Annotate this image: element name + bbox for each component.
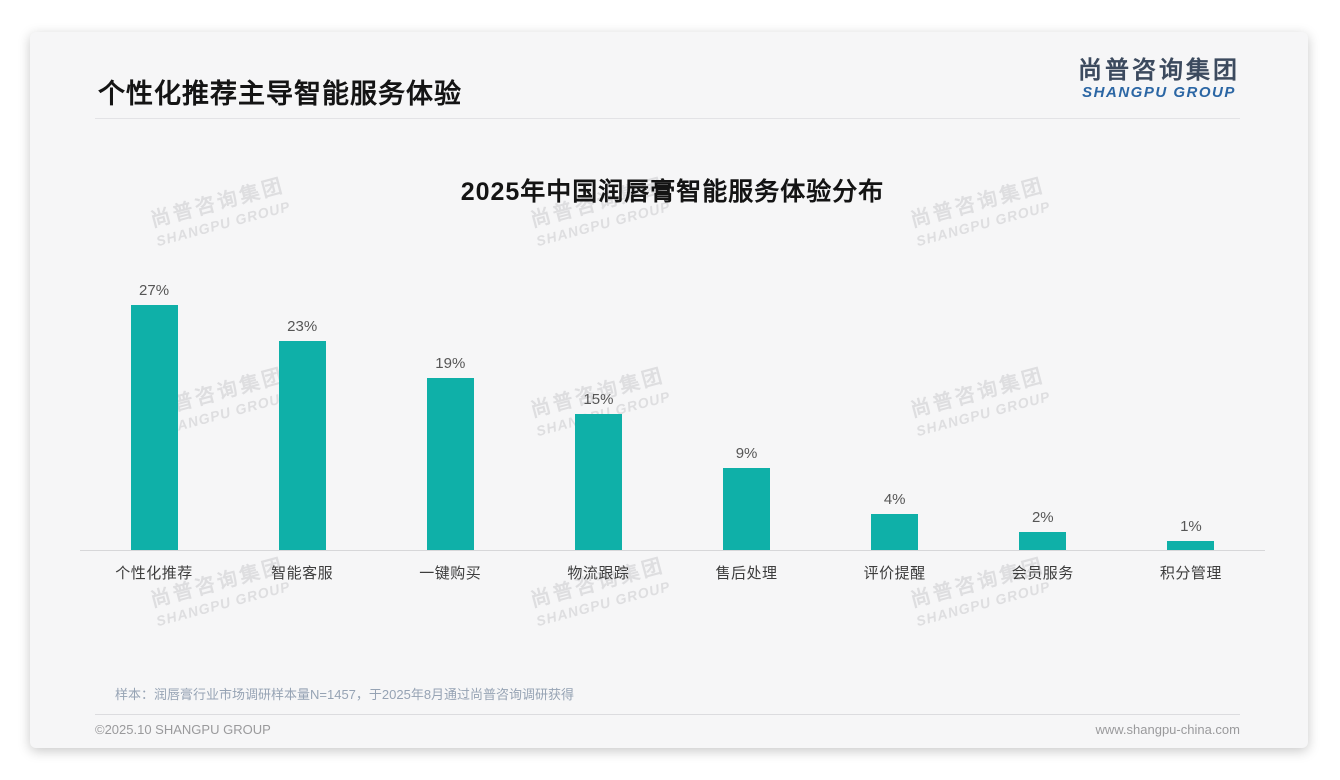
bar [1167,541,1215,550]
footer-divider [95,714,1240,715]
bar-value-label: 15% [583,391,614,408]
bar-column: 15% [524,272,672,550]
bar [871,514,919,550]
bar-columns: 27% 23% 19% 15% 9% 4% 2% 1% [80,272,1265,550]
logo-chinese-text: 尚普咨询集团 [1078,57,1240,84]
category-label: 个性化推荐 [115,565,193,582]
category-label: 售后处理 [715,565,778,582]
bar-value-label: 4% [883,491,906,508]
bar-column: 19% [376,272,524,550]
bar [1019,532,1067,550]
logo-english-text: SHANGPU GROUP [1082,84,1236,102]
bar [574,414,622,550]
bar-value-label: 19% [435,355,466,372]
bar-column: 1% [1117,272,1265,550]
watermark: 尚普咨询集团 SHANGPU GROUP [508,547,693,635]
bar-column: 4% [821,272,969,550]
bar-column: 2% [969,272,1117,550]
bar-value-label: 23% [287,318,318,335]
bar-value-label: 1% [1180,518,1202,535]
slide-card: 个性化推荐主导智能服务体验 尚普咨询集团 SHANGPU GROUP 2025年… [30,32,1308,748]
footer-website: www.shangpu-china.com [1095,722,1240,737]
company-logo: 尚普咨询集团 SHANGPU GROUP [1078,57,1240,102]
bar [130,305,178,550]
bar-value-label: 27% [139,282,170,299]
category-label: 评价提醒 [863,565,926,582]
bar-column: 9% [673,272,821,550]
category-axis: 个性化推荐 智能客服 一键购买 物流跟踪 售后处理 评价提醒 会员服务 积分管理 [80,562,1265,583]
bar-value-label: 2% [1031,509,1054,526]
bar-value-label: 9% [735,445,758,462]
bar [278,341,326,550]
category-label: 物流跟踪 [567,565,630,582]
page-title: 个性化推荐主导智能服务体验 [98,79,462,109]
watermark: 尚普咨询集团 SHANGPU GROUP [128,547,313,635]
category-label: 积分管理 [1159,565,1222,582]
bar-column: 27% [80,272,228,550]
category-label: 智能客服 [271,565,334,582]
watermark-chinese-text: 尚普咨询集团 [908,554,1048,612]
category-label: 会员服务 [1011,565,1074,582]
chart-title: 2025年中国润唇膏智能服务体验分布 [460,178,885,206]
header-divider [95,118,1240,119]
footer-copyright: ©2025.10 SHANGPU GROUP [95,722,271,737]
sample-footnote: 样本：润唇膏行业市场调研样本量N=1457，于2025年8月通过尚普咨询调研获得 [115,687,575,702]
category-label: 一键购买 [419,565,482,582]
watermark-chinese-text: 尚普咨询集团 [148,554,288,612]
watermark-chinese-text: 尚普咨询集团 [528,554,668,612]
bar [426,378,474,550]
bar-chart-plot-area: 27% 23% 19% 15% 9% 4% 2% 1% [80,272,1265,551]
bar [723,468,771,550]
watermark: 尚普咨询集团 SHANGPU GROUP [888,547,1073,635]
bar-column: 23% [228,272,376,550]
